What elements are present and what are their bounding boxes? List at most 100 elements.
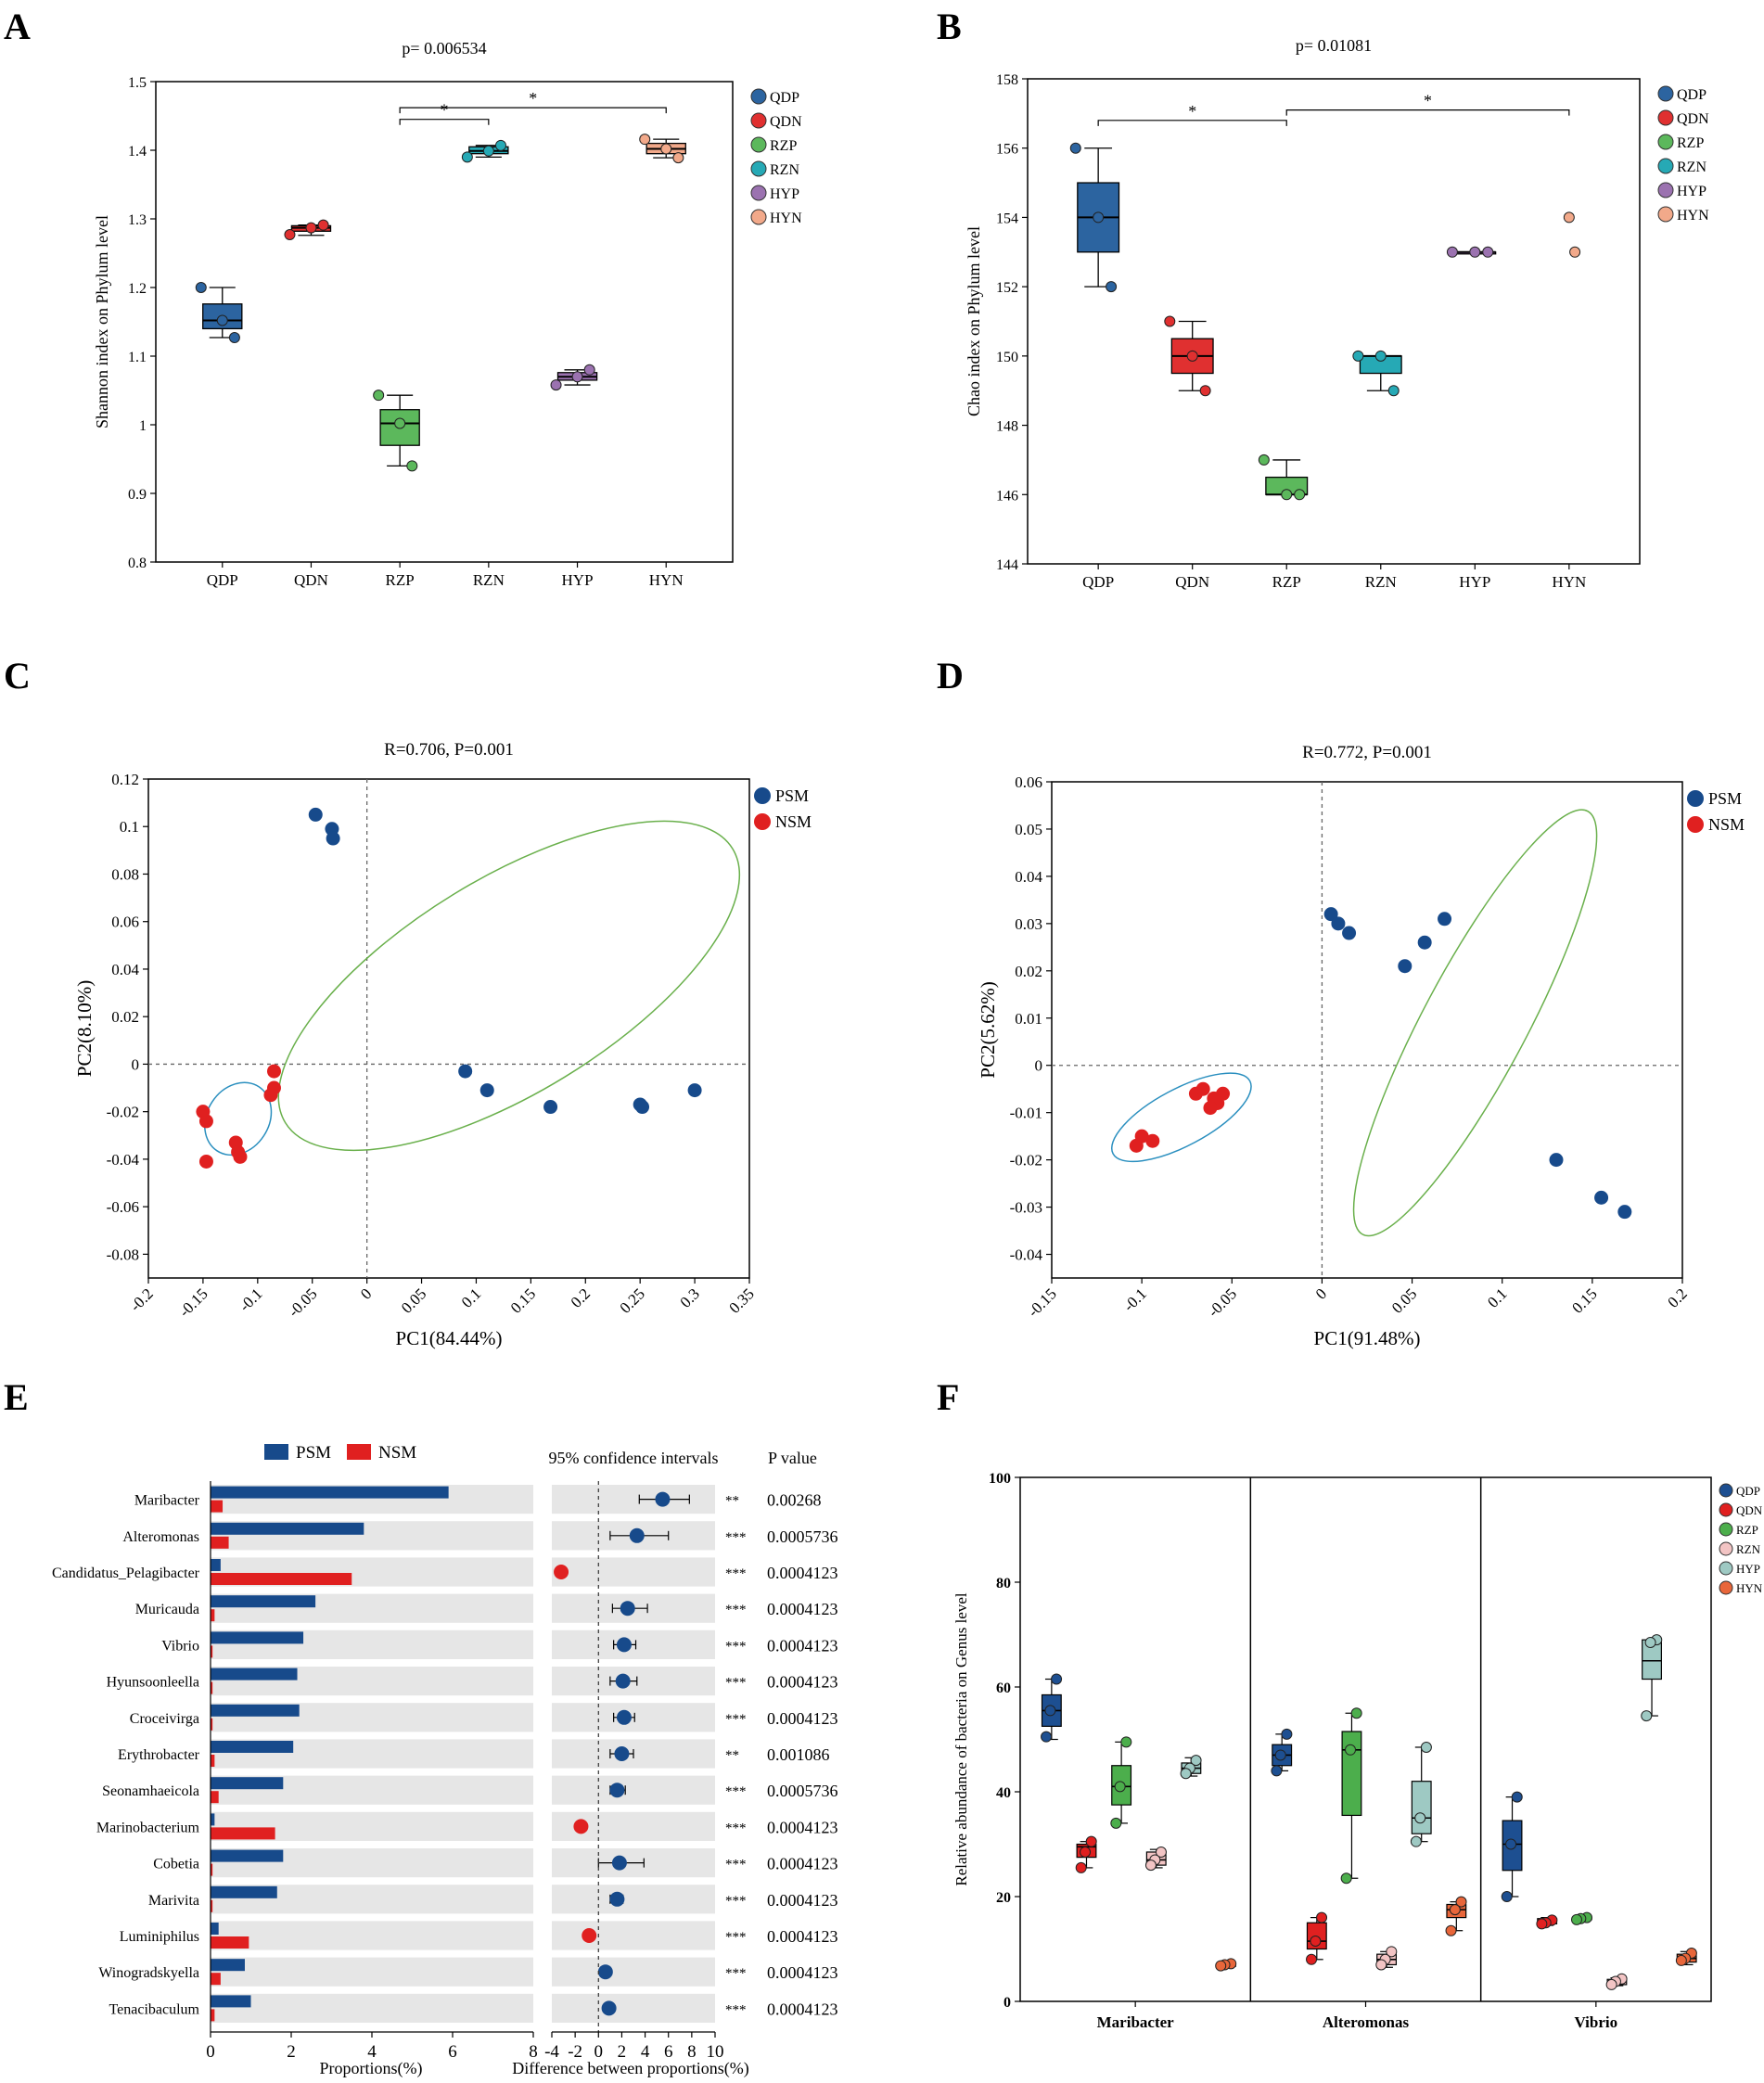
row-background (211, 1957, 533, 1987)
y-tick-label: -0.01 (1010, 1105, 1042, 1122)
y-tick-label: -0.04 (107, 1151, 140, 1169)
data-point (1085, 1835, 1097, 1847)
significance-stars: ** (725, 1748, 739, 1763)
bar-nsm (211, 1500, 224, 1513)
x-axis-label: PC1(84.44%) (396, 1327, 503, 1349)
p-value: 0.0004123 (767, 1564, 838, 1582)
bar-nsm (211, 1681, 213, 1694)
category-label: Cobetia (153, 1857, 199, 1872)
y-tick-label: 80 (996, 1576, 1011, 1591)
data-point (1501, 1891, 1513, 1902)
row-tenacibaculum: Tenacibaculum *** 0.0004123 (109, 1993, 838, 2023)
bar-nsm (211, 1536, 229, 1549)
p-value: 0.0004123 (767, 1963, 838, 1982)
difference-point (609, 1891, 625, 1907)
category-label: Tenacibaculum (109, 2001, 200, 2017)
box-rzp (1258, 454, 1309, 501)
difference-point (582, 1928, 597, 1943)
data-point (1051, 1673, 1063, 1685)
data-point (1340, 1872, 1352, 1885)
data-point (1306, 1953, 1318, 1965)
x-tick-label: 0.35 (725, 1284, 757, 1316)
point-psm (1594, 1190, 1609, 1205)
y-tick-label: 150 (996, 350, 1018, 365)
x-tick-label: 2 (287, 2042, 296, 2062)
y-tick-label: 0 (132, 1055, 140, 1073)
x-tick-label: -4 (544, 2042, 559, 2062)
data-point (1641, 1710, 1653, 1722)
significance-stars: *** (725, 1530, 747, 1545)
significance-star: * (1188, 102, 1196, 121)
confidence-ellipse-nsm (1110, 1072, 1252, 1163)
x-tick-label: -0.15 (175, 1284, 211, 1320)
box-maribacter-hyn (1215, 1958, 1237, 1972)
panel-c-pcoa: R=0.706, P=0.001 PC1(84.44%) PC2(8.10%) -0.… (73, 740, 812, 1349)
x-tick-label: RZN (473, 571, 505, 589)
data-point (1375, 1959, 1387, 1971)
data-point (550, 379, 562, 391)
significance-star: * (441, 101, 449, 120)
data-point (1675, 1954, 1687, 1966)
data-point (1075, 1861, 1087, 1873)
legend-marker (750, 136, 767, 153)
bar-nsm (211, 1791, 219, 1804)
legend-marker (1657, 206, 1674, 223)
data-point (1155, 1846, 1167, 1858)
panel-label-b: B (937, 6, 962, 47)
point-nsm (198, 1154, 213, 1169)
row-vibrio: Vibrio *** 0.0004123 (161, 1629, 838, 1659)
x-tick-label: -0.15 (1024, 1284, 1059, 1320)
significance-bracket (1285, 109, 1570, 116)
significance-stars: *** (725, 2002, 747, 2017)
y-tick-label: -0.04 (1010, 1246, 1043, 1264)
bar-psm (211, 1704, 300, 1717)
data-point (1110, 1817, 1122, 1829)
data-point (571, 371, 583, 383)
data-point (660, 143, 672, 155)
legend-label: HYP (1736, 1562, 1760, 1576)
x-tick-label: 0 (357, 1284, 375, 1302)
y-tick-label: 144 (996, 557, 1018, 573)
data-point (1387, 385, 1400, 397)
data-point (1352, 350, 1364, 362)
y-tick-label: 40 (996, 1785, 1011, 1801)
legend-marker (1719, 1522, 1733, 1537)
data-point (482, 145, 494, 157)
legend-label: NSM (775, 812, 812, 831)
x-tick-label: 0.3 (676, 1284, 702, 1310)
row-winogradskyella: Winogradskyella *** 0.0004123 (98, 1957, 838, 1987)
point-psm (1417, 935, 1432, 950)
box-maribacter-hyp (1180, 1755, 1202, 1780)
y-tick-label: 148 (996, 419, 1018, 435)
bar-psm (211, 1741, 294, 1753)
data-point (284, 229, 296, 241)
p-value: 0.0004123 (767, 1818, 838, 1836)
y-axis-label: PC2(8.10%) (73, 980, 96, 1077)
bar-nsm (211, 1645, 213, 1658)
box-alteromonas-hyp (1410, 1741, 1432, 1847)
legend-marker (1719, 1483, 1733, 1498)
box-alteromonas-qdp (1271, 1728, 1293, 1777)
y-tick-label: -0.06 (107, 1198, 139, 1216)
legend-label: QDN (770, 114, 802, 130)
data-point (1386, 1946, 1398, 1958)
y-tick-label: 1.5 (128, 75, 147, 91)
row-background (552, 1885, 715, 1914)
legend-marker (750, 112, 767, 129)
y-tick-label: 0.02 (1015, 963, 1042, 980)
y-tick-label: 0.08 (111, 865, 139, 883)
significance-stars: *** (725, 1566, 747, 1581)
box-qdp (195, 282, 243, 344)
ci-header: 95% confidence intervals (549, 1449, 719, 1467)
row-candidatus_pelagibacter: Candidatus_Pelagibacter *** 0.0004123 (52, 1557, 838, 1587)
legend-label: NSM (1708, 815, 1745, 834)
p-value: 0.0004123 (767, 2000, 838, 2018)
box-hyn (639, 134, 686, 164)
row-muricauda: Muricauda *** 0.0004123 (135, 1593, 838, 1623)
data-point (1281, 1728, 1293, 1740)
data-point (1482, 246, 1494, 258)
significance-stars: *** (725, 1784, 747, 1799)
x-tick-label: -0.05 (285, 1284, 320, 1320)
data-point (1316, 1911, 1328, 1923)
box-maribacter-qdn (1075, 1835, 1097, 1873)
